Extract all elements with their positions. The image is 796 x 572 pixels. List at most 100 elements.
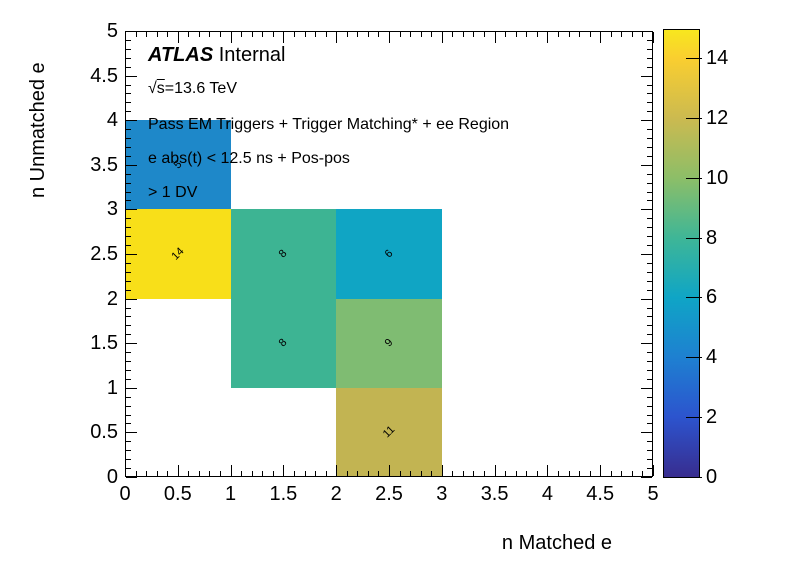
heatmap-cell: 11 [336, 387, 442, 477]
axis-tick [515, 471, 517, 476]
axis-tick [547, 465, 549, 476]
axis-tick [126, 93, 131, 95]
axis-tick [641, 164, 652, 166]
axis-tick [473, 471, 475, 476]
axis-tick [125, 32, 126, 43]
axis-tick [126, 325, 131, 327]
internal-label: Internal [218, 44, 286, 66]
y-tick-label: 3.5 [90, 153, 118, 176]
axis-tick [579, 32, 581, 37]
axis-tick [126, 191, 131, 193]
axis-tick [241, 471, 243, 476]
axis-tick [367, 32, 369, 37]
axis-tick [452, 32, 454, 37]
axis-tick [126, 423, 131, 425]
axis-tick [126, 280, 131, 282]
axis-tick [420, 32, 422, 37]
axis-tick [505, 471, 507, 476]
axis-tick [484, 32, 486, 37]
axis-tick [621, 32, 623, 37]
axis-tick [230, 465, 232, 476]
axis-tick [126, 66, 131, 68]
axis-tick [647, 316, 652, 318]
axis-tick [452, 471, 454, 476]
axis-tick [647, 84, 652, 86]
colorbar-tick-label: 12 [706, 106, 729, 129]
axis-tick [536, 32, 538, 37]
axis-tick [357, 32, 359, 37]
axis-tick [526, 471, 528, 476]
x-tick-label: 2 [330, 483, 342, 505]
axis-tick [126, 414, 131, 416]
axis-tick [653, 465, 654, 476]
axis-tick [262, 32, 264, 37]
colorbar-tick-label: 14 [706, 47, 729, 69]
axis-tick [647, 423, 652, 425]
axis-tick [177, 32, 179, 43]
axis-tick [126, 245, 131, 247]
axis-tick [647, 129, 652, 131]
colorbar-tick-label: 2 [706, 406, 718, 429]
axis-tick [336, 32, 338, 43]
axis-tick [156, 471, 158, 476]
y-tick-label: 3 [106, 198, 118, 221]
axis-tick [647, 441, 652, 443]
axis-tick [431, 32, 433, 37]
axis-tick [126, 307, 131, 309]
axis-tick [230, 32, 232, 43]
axis-tick [641, 343, 652, 345]
axis-tick [126, 173, 131, 175]
axis-tick [647, 39, 652, 41]
axis-tick [156, 32, 158, 37]
axis-tick [126, 111, 131, 113]
axis-tick [126, 129, 131, 131]
axis-tick [579, 471, 581, 476]
axis-tick [304, 471, 306, 476]
axis-tick [526, 32, 528, 37]
axis-tick [600, 465, 602, 476]
colorbar-tick-label: 8 [706, 226, 718, 249]
colorbar-tick [686, 297, 702, 299]
axis-tick [647, 396, 652, 398]
sqrt-s-energy-label: √s=13.6 TeV [148, 80, 237, 98]
colorbar-tick [686, 177, 702, 179]
axis-tick [198, 32, 200, 37]
colorbar [663, 29, 700, 478]
colorbar-tick-label: 6 [706, 286, 718, 309]
y-tick-label: 4 [106, 109, 118, 132]
axis-tick [126, 352, 131, 354]
axis-tick [647, 352, 652, 354]
axis-tick [647, 102, 652, 104]
colorbar-tick-label: 4 [706, 346, 718, 369]
axis-tick [441, 32, 443, 43]
axis-tick [647, 191, 652, 193]
axis-tick [126, 369, 131, 371]
axis-tick [315, 32, 317, 37]
axis-tick [126, 75, 137, 77]
axis-tick [188, 32, 190, 37]
axis-tick [126, 236, 131, 238]
axis-tick [647, 218, 652, 220]
axis-tick [631, 32, 633, 37]
axis-tick [515, 32, 517, 37]
axis-tick [647, 271, 652, 273]
colorbar-tick [686, 477, 702, 478]
axis-tick [126, 378, 131, 380]
axis-tick [647, 182, 652, 184]
selection-condition-3: > 1 DV [148, 184, 198, 201]
axis-tick [647, 111, 652, 113]
axis-tick [505, 32, 507, 37]
x-tick-label: 5 [647, 483, 659, 505]
axis-tick [378, 471, 380, 476]
axis-tick [647, 369, 652, 371]
y-tick-label: 1.5 [90, 332, 118, 355]
axis-tick [209, 32, 211, 37]
axis-tick [126, 120, 137, 122]
axis-tick [647, 468, 652, 470]
axis-tick [647, 450, 652, 452]
axis-tick [283, 465, 285, 476]
axis-tick [126, 84, 131, 86]
axis-tick [126, 218, 131, 220]
